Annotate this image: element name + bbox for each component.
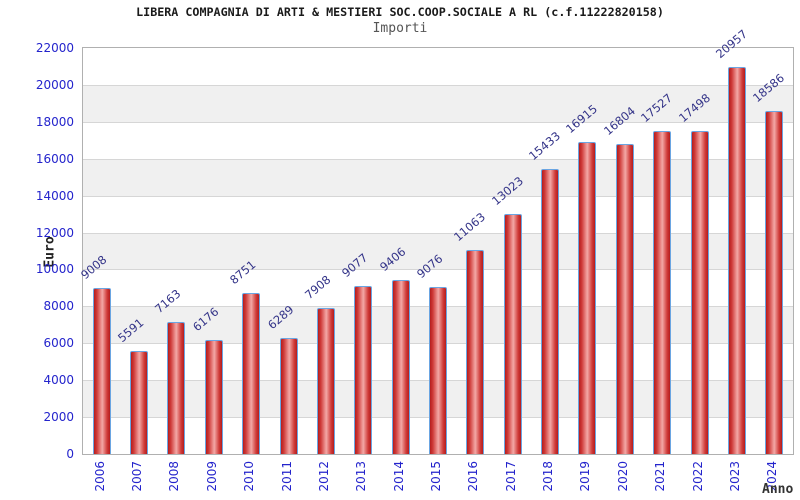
gridline <box>83 84 793 86</box>
x-tick-label: 2011 <box>279 461 294 492</box>
x-tick-label: 2016 <box>466 461 481 492</box>
bar <box>167 322 186 454</box>
y-tick-label: 10000 <box>35 262 74 277</box>
x-tick-label: 2013 <box>354 461 369 492</box>
gridline <box>83 232 793 234</box>
x-tick-label: 2006 <box>92 461 107 492</box>
x-axis-title: Anno <box>762 482 794 497</box>
y-tick-label: 18000 <box>35 114 74 129</box>
x-tick-label: 2012 <box>316 461 331 492</box>
bar <box>765 111 784 454</box>
plot-area <box>82 47 794 455</box>
grid-band <box>83 84 793 122</box>
x-tick-label: 2018 <box>541 461 556 492</box>
gridline <box>83 269 793 271</box>
bar <box>503 214 522 454</box>
x-tick-label: 2020 <box>615 461 630 492</box>
grid-band <box>83 158 793 196</box>
x-tick-label: 2021 <box>653 461 668 492</box>
gridline <box>83 195 793 197</box>
y-tick-label: 14000 <box>35 188 74 203</box>
x-tick-label: 2009 <box>204 461 219 492</box>
x-tick-label: 2017 <box>503 461 518 492</box>
y-tick-label: 0 <box>66 447 74 461</box>
grid-band <box>83 48 793 85</box>
y-tick-label: 8000 <box>43 299 74 314</box>
bar <box>279 338 298 454</box>
bar <box>578 142 597 454</box>
grid-band <box>83 121 793 159</box>
y-tick-label: 12000 <box>35 225 74 240</box>
chart-subtitle: Importi <box>372 21 428 36</box>
grid-band <box>83 195 793 233</box>
y-tick-label: 6000 <box>43 336 74 351</box>
x-tick-label: 2008 <box>167 461 182 492</box>
bar <box>653 131 672 454</box>
bar <box>541 169 560 454</box>
bar <box>204 340 223 454</box>
y-tick-label: 20000 <box>35 77 74 92</box>
grid-band <box>83 232 793 270</box>
bar <box>727 67 746 454</box>
bar <box>466 250 485 454</box>
x-tick-label: 2015 <box>429 461 443 492</box>
y-tick-label: 2000 <box>43 410 74 425</box>
bar <box>391 280 410 454</box>
gridline <box>83 121 793 123</box>
bar <box>690 131 709 454</box>
y-tick-label: 16000 <box>35 151 74 166</box>
gridline <box>83 158 793 160</box>
bar <box>316 308 335 454</box>
bar <box>354 286 373 454</box>
y-tick-label: 4000 <box>43 373 74 388</box>
x-tick-label: 2022 <box>690 461 705 492</box>
bar <box>92 288 111 454</box>
x-tick-label: 2019 <box>578 461 593 492</box>
x-tick-label: 2010 <box>242 461 257 492</box>
bar <box>615 144 634 454</box>
x-tick-label: 2023 <box>727 461 742 492</box>
bar <box>242 293 261 454</box>
chart-title: LIBERA COMPAGNIA DI ARTI & MESTIERI SOC.… <box>136 5 664 19</box>
y-tick-label: 22000 <box>35 41 74 55</box>
x-tick-label: 2007 <box>130 461 145 492</box>
bar <box>130 351 149 454</box>
bar <box>429 287 447 454</box>
x-tick-label: 2014 <box>391 461 406 492</box>
